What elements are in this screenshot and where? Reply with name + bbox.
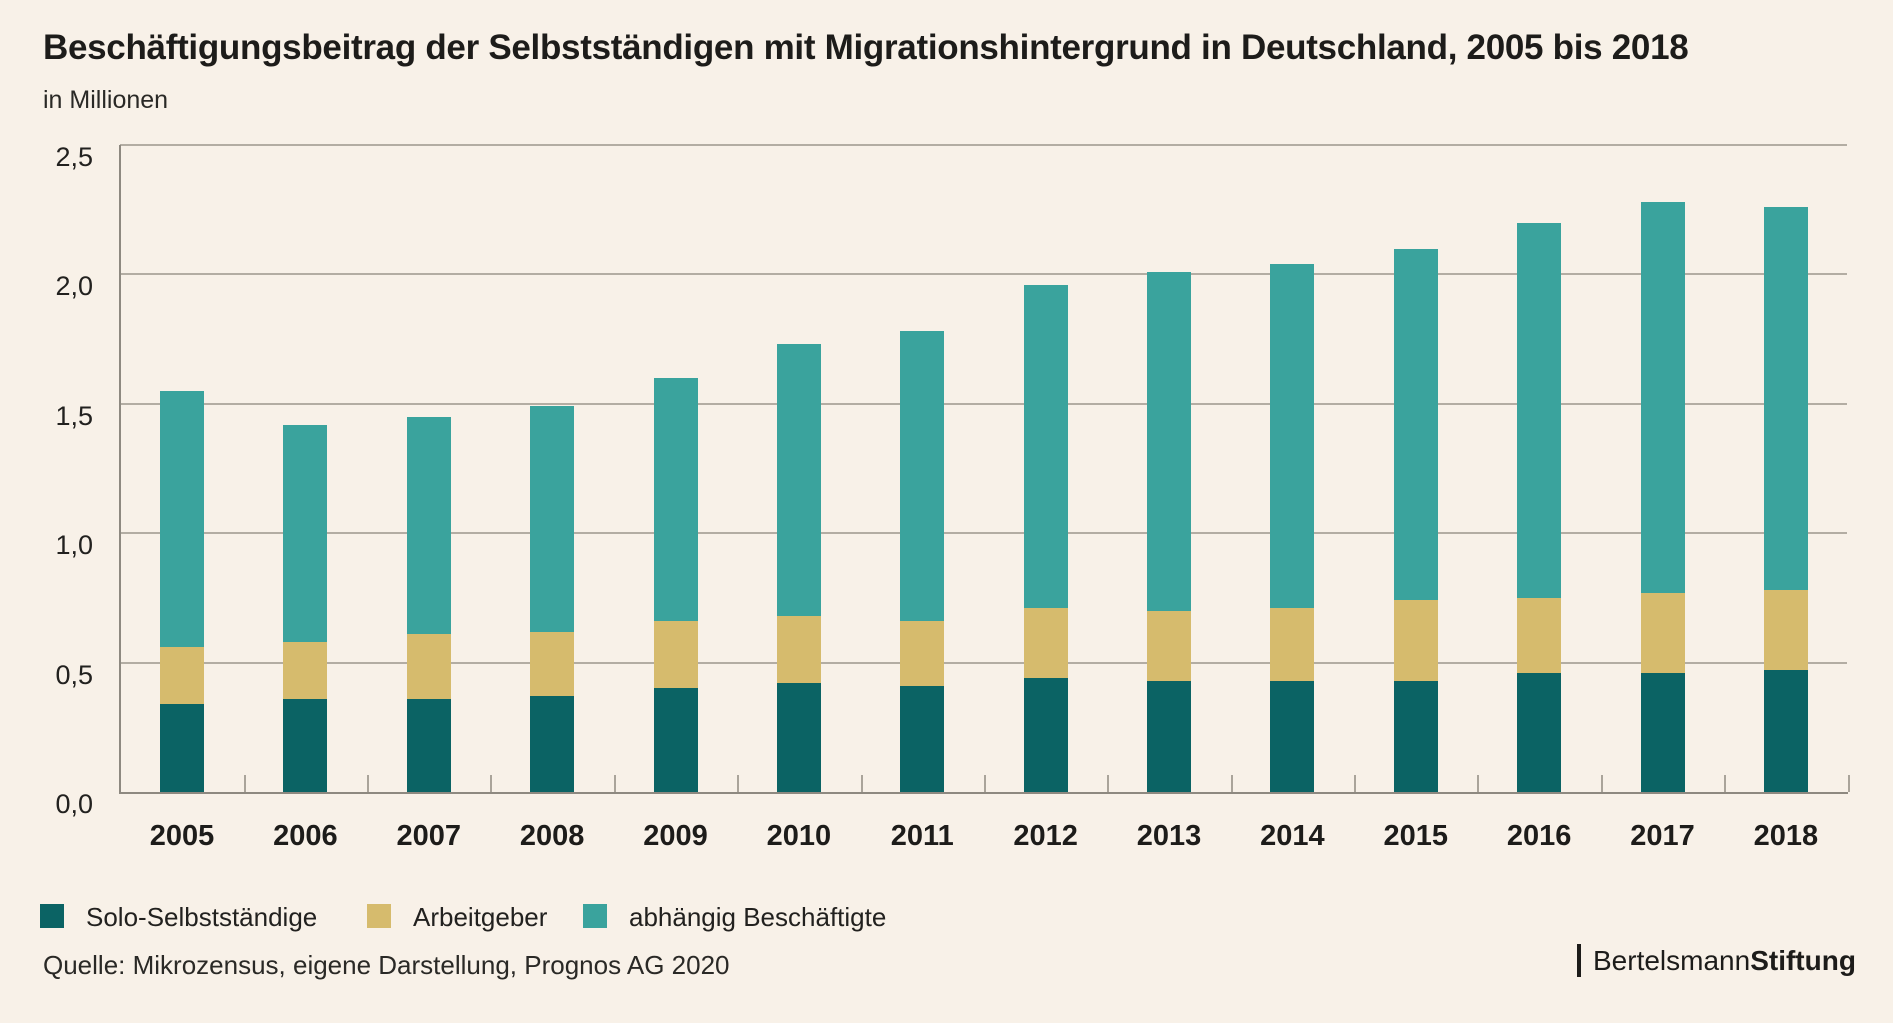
bar-segment-Arbeitgeber-2007 [406, 634, 451, 699]
x-axis-label-2014: 2014 [1260, 820, 1325, 852]
logo-text-regular: Bertelsmann [1593, 945, 1751, 976]
bar-segment-abhängig Beschäftigte-2014 [1270, 264, 1315, 609]
x-axis-tick [1107, 775, 1110, 792]
x-axis-tick [983, 775, 986, 792]
bar-segment-Arbeitgeber-2013 [1147, 610, 1192, 681]
bar-segment-Solo-Selbstständige-2011 [900, 685, 945, 792]
bar-segment-abhängig Beschäftigte-2008 [530, 406, 575, 632]
x-axis-tick [613, 775, 616, 792]
x-axis-label-2012: 2012 [1013, 820, 1078, 852]
bar-segment-Arbeitgeber-2018 [1763, 590, 1808, 671]
bar-segment-Arbeitgeber-2009 [653, 621, 698, 689]
x-axis-tick [1477, 775, 1480, 792]
bar-segment-Solo-Selbstständige-2013 [1147, 680, 1192, 792]
legend-swatch-Arbeitgeber [367, 904, 391, 928]
bar-segment-abhängig Beschäftigte-2013 [1147, 271, 1192, 611]
bar-segment-Arbeitgeber-2012 [1023, 608, 1068, 679]
y-axis-label-2,0: 2,0 [55, 271, 93, 302]
bar-segment-Arbeitgeber-2011 [900, 621, 945, 686]
x-axis-tick [367, 775, 370, 792]
bar-segment-Solo-Selbstständige-2016 [1517, 672, 1562, 792]
bar-segment-Solo-Selbstständige-2009 [653, 688, 698, 792]
bar-segment-Solo-Selbstständige-2014 [1270, 680, 1315, 792]
bar-segment-abhängig Beschäftigte-2009 [653, 377, 698, 622]
bar-segment-Solo-Selbstständige-2007 [406, 698, 451, 792]
chart-title: Beschäftigungsbeitrag der Selbstständige… [43, 28, 1689, 67]
bar-segment-Arbeitgeber-2017 [1640, 592, 1685, 673]
bar-segment-Solo-Selbstständige-2015 [1393, 680, 1438, 792]
y-axis-label-0,0: 0,0 [55, 789, 93, 819]
bar-segment-Arbeitgeber-2005 [160, 647, 204, 704]
x-axis-label-2010: 2010 [766, 820, 832, 852]
x-axis-label-2013: 2013 [1136, 820, 1202, 852]
bar-segment-abhängig Beschäftigte-2011 [900, 331, 945, 622]
x-axis-tick [243, 775, 246, 792]
bar-segment-Solo-Selbstständige-2018 [1763, 670, 1808, 792]
bar-segment-Arbeitgeber-2010 [776, 616, 821, 684]
source-note: Quelle: Mikrozensus, eigene Darstellung,… [43, 950, 730, 980]
y-axis-line [119, 145, 121, 794]
legend-label-Solo-Selbstständige: Solo-Selbstständige [86, 902, 318, 932]
bar-segment-abhängig Beschäftigte-2017 [1640, 201, 1685, 593]
bar-segment-abhängig Beschäftigte-2006 [283, 424, 328, 642]
x-axis-label-2005: 2005 [149, 820, 215, 852]
x-axis-tick [1354, 775, 1357, 792]
x-axis-baseline [119, 792, 1848, 794]
bar-segment-Arbeitgeber-2014 [1270, 608, 1315, 681]
x-axis-label-2017: 2017 [1630, 820, 1695, 852]
bertelsmann-logo: BertelsmannStiftung [1577, 944, 1856, 980]
logo-divider-bar [1577, 944, 1581, 977]
bar-segment-abhängig Beschäftigte-2018 [1763, 207, 1808, 591]
y-axis-label-1,0: 1,0 [55, 530, 93, 561]
x-axis-label-2018: 2018 [1753, 820, 1819, 852]
bar-segment-abhängig Beschäftigte-2005 [160, 390, 204, 648]
x-axis-tick [860, 775, 863, 792]
legend-label-Arbeitgeber: Arbeitgeber [413, 902, 548, 932]
x-axis-label-2007: 2007 [396, 820, 461, 852]
chart-unit-label: in Millionen [43, 86, 169, 114]
x-axis-label-2011: 2011 [890, 820, 954, 852]
y-axis-label-2,5: 2,5 [55, 142, 93, 172]
legend-label-abhängig Beschäftigte: abhängig Beschäftigte [629, 902, 887, 932]
y-axis-label-1,5: 1,5 [55, 400, 93, 431]
x-axis-label-2006: 2006 [273, 820, 338, 852]
x-axis-label-2008: 2008 [519, 820, 585, 852]
x-axis-tick [1724, 775, 1727, 792]
bar-segment-abhängig Beschäftigte-2016 [1517, 222, 1562, 598]
bar-segment-Solo-Selbstständige-2010 [776, 683, 821, 792]
bar-segment-abhängig Beschäftigte-2015 [1393, 248, 1438, 601]
x-axis-tick [737, 775, 740, 792]
bar-segment-abhängig Beschäftigte-2010 [776, 344, 821, 616]
gridline-1,5 [120, 402, 1847, 405]
gridline-0,5 [120, 661, 1847, 664]
bar-segment-Solo-Selbstständige-2006 [283, 698, 328, 792]
x-axis-tick [490, 775, 493, 792]
x-axis-label-2015: 2015 [1383, 820, 1449, 852]
gridline-2,5 [120, 144, 1847, 146]
legend-swatch-Solo-Selbstständige [40, 904, 64, 928]
gridline-1,0 [120, 532, 1847, 535]
bar-segment-Solo-Selbstständige-2012 [1023, 678, 1068, 792]
bar-segment-Solo-Selbstständige-2005 [160, 704, 204, 792]
x-axis-label-2016: 2016 [1506, 820, 1572, 852]
x-axis-tick [1600, 775, 1603, 792]
bar-segment-abhängig Beschäftigte-2007 [406, 416, 451, 635]
bar-segment-Arbeitgeber-2006 [283, 641, 328, 699]
bar-segment-Solo-Selbstständige-2017 [1640, 672, 1685, 792]
legend-swatch-abhängig Beschäftigte [583, 904, 607, 928]
bar-segment-abhängig Beschäftigte-2012 [1023, 284, 1068, 609]
x-axis-tick [1847, 775, 1850, 792]
bar-segment-Arbeitgeber-2016 [1517, 597, 1562, 673]
x-axis-tick [1230, 775, 1233, 792]
logo-text-bold: Stiftung [1750, 945, 1856, 976]
y-axis-label-0,5: 0,5 [55, 659, 93, 690]
bar-segment-Arbeitgeber-2008 [530, 631, 575, 697]
gridline-2,0 [120, 273, 1847, 276]
x-axis-label-2009: 2009 [643, 820, 708, 852]
bar-segment-Solo-Selbstständige-2008 [530, 696, 575, 792]
bar-segment-Arbeitgeber-2015 [1393, 600, 1438, 681]
